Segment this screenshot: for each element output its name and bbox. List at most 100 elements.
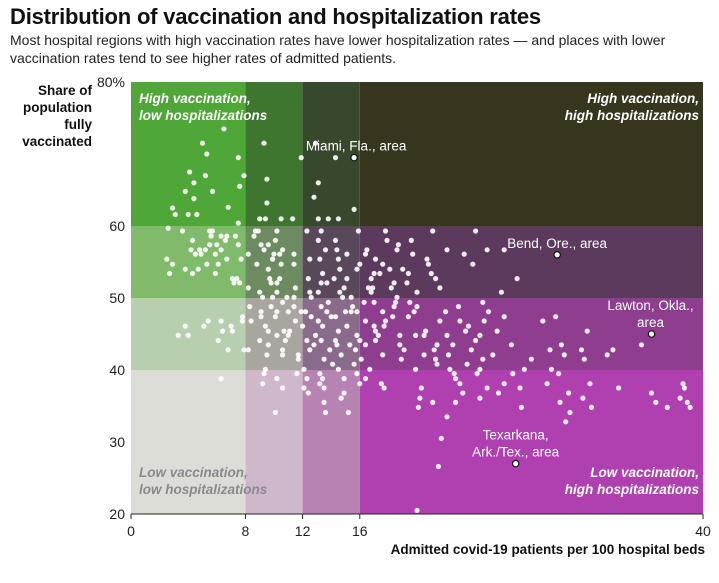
- data-point: [498, 289, 504, 295]
- data-point: [433, 276, 439, 282]
- data-point: [270, 294, 276, 300]
- data-point: [485, 309, 492, 315]
- data-point: [182, 266, 188, 272]
- data-point: [558, 342, 565, 348]
- data-point: [335, 256, 341, 262]
- data-point: [185, 332, 191, 338]
- data-point: [265, 342, 271, 348]
- data-point: [317, 381, 323, 387]
- data-point: [332, 337, 339, 344]
- data-point: [435, 463, 441, 470]
- band-3-1: [245, 82, 303, 226]
- data-point: [616, 385, 622, 391]
- quadrant-labels: High vaccination, low hospitalizations Hig…: [139, 91, 699, 497]
- data-point: [391, 304, 397, 310]
- data-point: [280, 347, 286, 353]
- data-point: [304, 376, 310, 382]
- data-point: [390, 314, 396, 320]
- data-point: [261, 140, 267, 146]
- data-point: [258, 309, 264, 315]
- data-point: [405, 270, 411, 277]
- band-3-3: [359, 82, 703, 226]
- data-point: [298, 155, 304, 161]
- data-point: [425, 261, 431, 267]
- data-point: [247, 304, 253, 310]
- data-point: [434, 361, 440, 367]
- annotated-point: [647, 330, 656, 338]
- data-point: [294, 371, 300, 377]
- data-point: [430, 399, 436, 405]
- data-point: [228, 323, 234, 329]
- data-point: [370, 285, 376, 291]
- data-point: [664, 404, 670, 410]
- data-point: [221, 126, 227, 132]
- data-point: [209, 228, 216, 234]
- data-point: [463, 328, 469, 334]
- x-tick-label: 12: [295, 523, 311, 539]
- data-point: [335, 366, 341, 372]
- data-point: [260, 381, 266, 387]
- data-point: [234, 276, 240, 282]
- data-point: [584, 328, 590, 334]
- data-point: [431, 347, 437, 353]
- data-point: [414, 507, 420, 513]
- data-point: [218, 318, 224, 324]
- y-tick-label: 30: [109, 434, 125, 450]
- data-point: [342, 309, 349, 315]
- data-point: [337, 266, 343, 272]
- data-point: [277, 276, 283, 282]
- data-point: [415, 404, 421, 410]
- data-point: [257, 289, 263, 295]
- band-3-0: [131, 82, 246, 226]
- data-point: [377, 270, 383, 277]
- data-point: [280, 385, 286, 391]
- data-point: [261, 371, 267, 377]
- data-point: [287, 328, 293, 334]
- data-point: [401, 347, 407, 353]
- data-point: [477, 332, 483, 338]
- data-point: [495, 390, 502, 396]
- annotation-label: Texarkana, Ark./Tex., area: [472, 428, 560, 460]
- data-point: [315, 237, 321, 243]
- band-0-1: [245, 370, 303, 514]
- data-point: [301, 385, 307, 391]
- data-point: [334, 342, 340, 348]
- data-point: [411, 309, 417, 315]
- data-point: [648, 390, 655, 396]
- data-point: [380, 352, 386, 358]
- data-point: [444, 414, 450, 420]
- data-point: [468, 347, 474, 353]
- data-point: [165, 225, 171, 231]
- data-point: [215, 337, 221, 344]
- data-point: [351, 206, 357, 212]
- data-point: [239, 314, 246, 320]
- data-point: [225, 204, 231, 210]
- data-point: [301, 366, 307, 372]
- data-point: [264, 200, 270, 206]
- data-point: [264, 352, 270, 358]
- data-point: [262, 366, 268, 372]
- data-point: [235, 242, 241, 248]
- data-point: [388, 285, 394, 291]
- data-point: [169, 205, 176, 211]
- data-point: [254, 261, 260, 267]
- data-point: [578, 347, 585, 353]
- data-point: [272, 237, 278, 243]
- data-point: [172, 211, 178, 218]
- data-point: [291, 304, 297, 310]
- data-point: [380, 261, 386, 267]
- data-point: [277, 251, 283, 257]
- data-point: [317, 256, 323, 262]
- data-point: [209, 188, 216, 194]
- data-point: [457, 381, 463, 387]
- data-point: [371, 299, 377, 305]
- annotations: Miami, Fla., area Bend, Ore., area Lawton,…: [306, 139, 694, 468]
- quadrant-label-bl: Low vaccination, low hospitalizations: [139, 465, 268, 497]
- data-point: [335, 328, 341, 334]
- data-point: [362, 251, 369, 257]
- data-point: [307, 347, 313, 353]
- data-point: [438, 435, 444, 441]
- data-point: [378, 381, 384, 387]
- data-point: [470, 261, 476, 267]
- data-point: [208, 233, 214, 239]
